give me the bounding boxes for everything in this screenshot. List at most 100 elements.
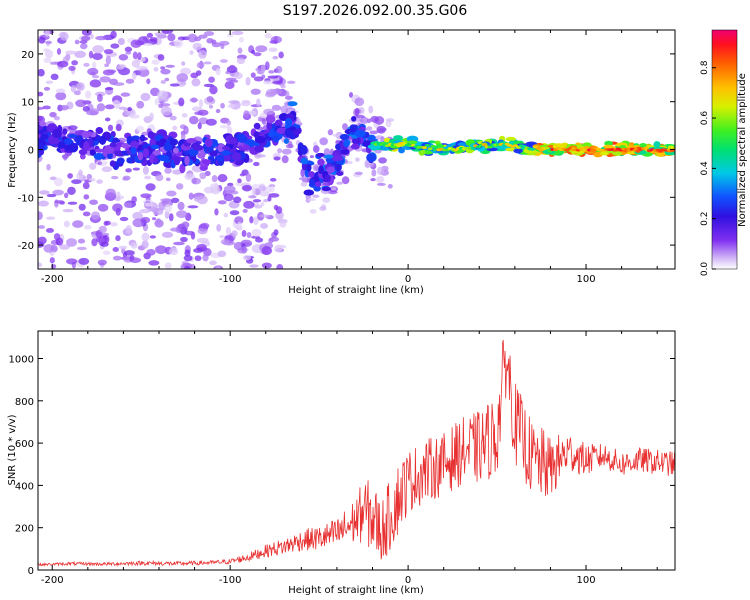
spectrogram-blob <box>254 145 264 153</box>
spectrogram-speckle <box>129 257 142 263</box>
spectrogram-ridge-cell <box>589 148 595 152</box>
spectrogram-speckle <box>233 196 242 204</box>
spectrogram-speckle <box>184 173 195 181</box>
spectrogram-speckle <box>260 223 269 229</box>
spectrogram-speckle <box>88 50 94 59</box>
spectrogram-speckle <box>208 104 214 109</box>
spectrogram-blob <box>69 142 79 153</box>
spectrogram-speckle <box>160 80 166 84</box>
snr-x-tick-label: -100 <box>219 575 242 586</box>
spectrogram-speckle <box>158 201 167 211</box>
spectrogram-speckle <box>223 193 234 202</box>
spectrogram-speckle <box>366 126 373 131</box>
spectrogram-speckle <box>112 246 119 253</box>
spectrogram-speckle <box>96 103 106 112</box>
spectrogram-speckle <box>125 78 135 84</box>
spectrogram-speckle <box>309 209 317 214</box>
spectrogram-speckle <box>80 35 91 42</box>
spectrogram-blob <box>612 151 622 156</box>
spectrogram-speckle <box>285 90 290 99</box>
spectrogram-blob <box>334 163 342 172</box>
spectrogram-speckle <box>143 43 153 47</box>
spectrogram-blob <box>300 157 308 165</box>
spectrogram-speckle <box>169 227 181 232</box>
spectrogram-speckle <box>251 228 262 237</box>
spectrogram-speckle <box>348 91 354 98</box>
spectrogram-speckle <box>164 167 172 174</box>
spectrogram-speckle <box>312 145 320 153</box>
spectrogram-speckle <box>269 40 278 44</box>
spectrogram-speckle <box>83 62 90 67</box>
spectrogram-speckle <box>74 50 86 59</box>
spectrogram-blob <box>57 141 66 149</box>
spectrogram-speckle <box>355 157 360 162</box>
snr-x-tick-label: 0 <box>405 575 411 586</box>
spectrogram-speckle <box>359 119 364 123</box>
spectrogram-speckle <box>263 199 269 203</box>
spectrogram-speckle <box>149 235 156 239</box>
spectrogram-speckle <box>146 32 154 38</box>
spectrogram-speckle <box>376 166 385 176</box>
spectrogram-speckle <box>191 106 203 112</box>
spectrogram-speckle <box>164 262 172 269</box>
spectrogram-speckle <box>319 137 328 146</box>
spectrogram-speckle <box>181 113 188 118</box>
spectrogram-speckle <box>379 127 387 131</box>
spectrogram-speckle <box>112 203 123 213</box>
spectrogram-speckle <box>106 69 117 74</box>
spectrogram-speckle <box>118 106 128 110</box>
spectrogram-speckle <box>43 243 55 253</box>
spectrogram-speckle <box>71 60 78 66</box>
spectrogram-blob <box>150 144 160 150</box>
spectrogram-speckle <box>215 266 221 269</box>
spectrogram-blob <box>552 143 566 150</box>
spectrogram-speckle <box>254 154 266 158</box>
spectrogram-speckle <box>268 237 274 244</box>
snr-y-axis-label: SNR (10 * v/v) <box>7 414 18 485</box>
spectrogram-speckle <box>116 64 125 70</box>
spectrogram-speckle <box>109 222 118 227</box>
spectrogram-ridge-cell <box>581 148 587 152</box>
spectrogram-speckle <box>227 103 236 109</box>
figure-title: S197.2026.092.00.35.G06 <box>283 3 468 19</box>
spectrogram-speckle <box>132 211 143 220</box>
spectrogram-speckle <box>154 98 160 106</box>
spectrogram-y-axis-label: Frequency (Hz) <box>7 112 18 188</box>
spectrogram-speckle <box>354 97 365 107</box>
spectrogram-speckle <box>125 51 132 55</box>
spectrogram-speckle <box>242 184 252 192</box>
spectrogram-blob <box>505 136 516 142</box>
spectrogram-blob <box>147 131 155 139</box>
spectrogram-speckle <box>180 132 186 141</box>
spectrogram-speckle <box>140 92 151 102</box>
spectrogram-speckle <box>57 60 69 68</box>
spectrogram-speckle <box>78 203 86 211</box>
spectrogram-speckle <box>196 243 207 251</box>
spectrogram-speckle <box>300 181 308 187</box>
snr-frame <box>37 330 676 571</box>
spectrogram-ridge-cell <box>644 146 650 150</box>
spectrogram-speckle <box>268 70 275 74</box>
spectrogram-blob <box>326 166 335 173</box>
spectrogram-speckle <box>49 257 55 264</box>
spectrogram-blob <box>116 157 125 165</box>
spectrogram-blob <box>67 133 77 138</box>
spectrogram-blob <box>62 128 68 135</box>
spectrogram-speckle <box>100 241 109 247</box>
spectrogram-blob <box>253 122 261 130</box>
spectrogram-blob <box>83 141 90 151</box>
spectrogram-speckle <box>203 61 212 65</box>
spectrogram-speckle <box>288 140 293 149</box>
spectrogram-speckle <box>83 224 92 230</box>
spectrogram-speckle <box>242 208 248 214</box>
spectrogram-speckle <box>237 178 242 184</box>
spectrogram-speckle <box>67 173 73 179</box>
spectrogram-blob <box>109 160 116 167</box>
spectrogram-blob <box>318 165 324 174</box>
spectrogram-blob <box>236 133 246 141</box>
spectrogram-speckle <box>141 131 149 136</box>
spectrogram-speckle <box>255 45 268 53</box>
spectrogram-speckle <box>160 198 173 202</box>
spectrogram-speckle <box>123 250 135 256</box>
spectrogram-blob <box>274 119 283 128</box>
